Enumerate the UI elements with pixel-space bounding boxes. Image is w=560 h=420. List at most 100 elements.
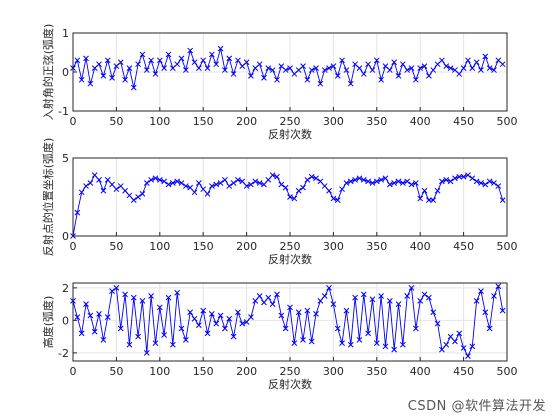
data-point-marker [156,57,163,64]
data-point-marker [378,76,384,83]
data-point-marker [330,195,337,202]
data-point-marker [252,178,259,185]
data-point-marker [243,183,250,189]
data-point-marker [100,187,107,194]
data-point-marker [109,181,115,188]
data-point-marker [360,176,367,183]
data-point-marker [100,73,107,79]
data-point-marker [317,298,324,304]
data-point-marker [269,67,276,73]
x-tick-label: 500 [497,115,518,128]
data-point-marker [261,74,267,81]
data-point-marker [304,176,311,183]
data-point-marker [248,314,254,320]
data-point-marker [96,311,102,317]
data-point-marker [256,293,263,299]
y-tick-label: 1 [62,27,69,40]
data-point-marker [408,181,415,188]
data-point-marker [373,178,380,185]
data-point-marker [308,67,315,73]
data-point-marker [74,314,81,320]
data-point-marker [395,301,402,307]
data-point-marker [360,71,367,77]
x-tick-label: 200 [236,240,257,253]
x-tick-label: 50 [109,240,123,253]
data-point-marker [421,291,428,298]
data-point-marker [243,319,250,325]
y-axis-label: 反射点的位置坐标(弧度) [41,138,55,257]
data-point-marker [413,180,419,186]
data-point-marker [235,176,241,183]
x-tick-label: 100 [149,365,170,378]
data-point-marker [378,293,384,299]
data-point-marker [161,65,167,71]
data-point-marker [261,299,267,306]
x-tick-label: 250 [280,115,301,128]
data-point-marker [239,178,246,185]
data-point-marker [165,294,172,301]
data-point-marker [174,61,181,68]
x-tick-label: 400 [410,365,431,378]
data-point-marker [343,67,350,73]
x-tick-label: 200 [236,365,257,378]
data-point-marker [317,178,324,185]
data-point-marker [300,337,306,343]
data-point-marker [226,183,233,189]
data-point-marker [213,61,220,68]
data-point-marker [356,337,363,343]
data-point-marker [182,67,189,73]
data-point-marker [460,345,467,351]
data-point-marker [334,325,341,332]
data-point-marker [174,289,181,296]
data-point-marker [430,309,437,316]
y-tick-label: -2 [58,347,69,360]
data-point-marker [413,76,419,83]
y-tick-label: 2 [62,282,69,295]
data-point-marker [187,309,194,316]
data-point-marker [113,186,120,193]
data-point-marker [196,65,202,71]
x-tick-label: 200 [236,115,257,128]
data-point-marker [386,67,393,73]
data-point-marker [235,57,241,64]
data-point-marker [404,293,411,299]
data-point-marker [313,175,319,182]
data-point-marker [126,192,133,199]
data-point-marker [495,283,502,290]
data-point-marker [443,341,450,348]
data-point-marker [204,65,211,71]
data-point-marker [152,71,159,77]
data-point-marker [356,65,363,71]
data-point-marker [91,172,98,179]
data-point-marker [217,45,224,52]
data-point-marker [369,296,376,303]
data-point-marker [330,63,337,70]
x-tick-label: 100 [149,115,170,128]
data-point-marker [143,350,150,356]
data-point-marker [130,294,137,301]
y-tick-label: 0 [62,230,69,243]
data-point-marker [334,197,341,203]
data-point-marker [109,288,115,294]
data-point-marker [148,176,154,183]
data-point-marker [491,293,497,299]
x-tick-label: 500 [497,365,518,378]
data-point-marker [191,315,198,322]
data-point-marker [122,291,128,298]
data-point-marker [439,57,445,64]
data-point-marker [96,61,102,68]
data-point-marker [317,80,324,87]
data-point-marker [486,178,493,185]
data-point-marker [135,333,141,340]
data-point-marker [230,333,237,340]
data-point-marker [417,65,424,71]
data-point-marker [217,180,224,186]
data-point-marker [191,59,198,66]
data-point-marker [391,59,398,66]
data-point-marker [356,175,363,182]
x-tick-label: 150 [193,115,214,128]
data-point-marker [300,63,306,70]
data-point-marker [213,320,220,327]
data-point-marker [109,74,115,81]
data-point-marker [443,63,450,70]
